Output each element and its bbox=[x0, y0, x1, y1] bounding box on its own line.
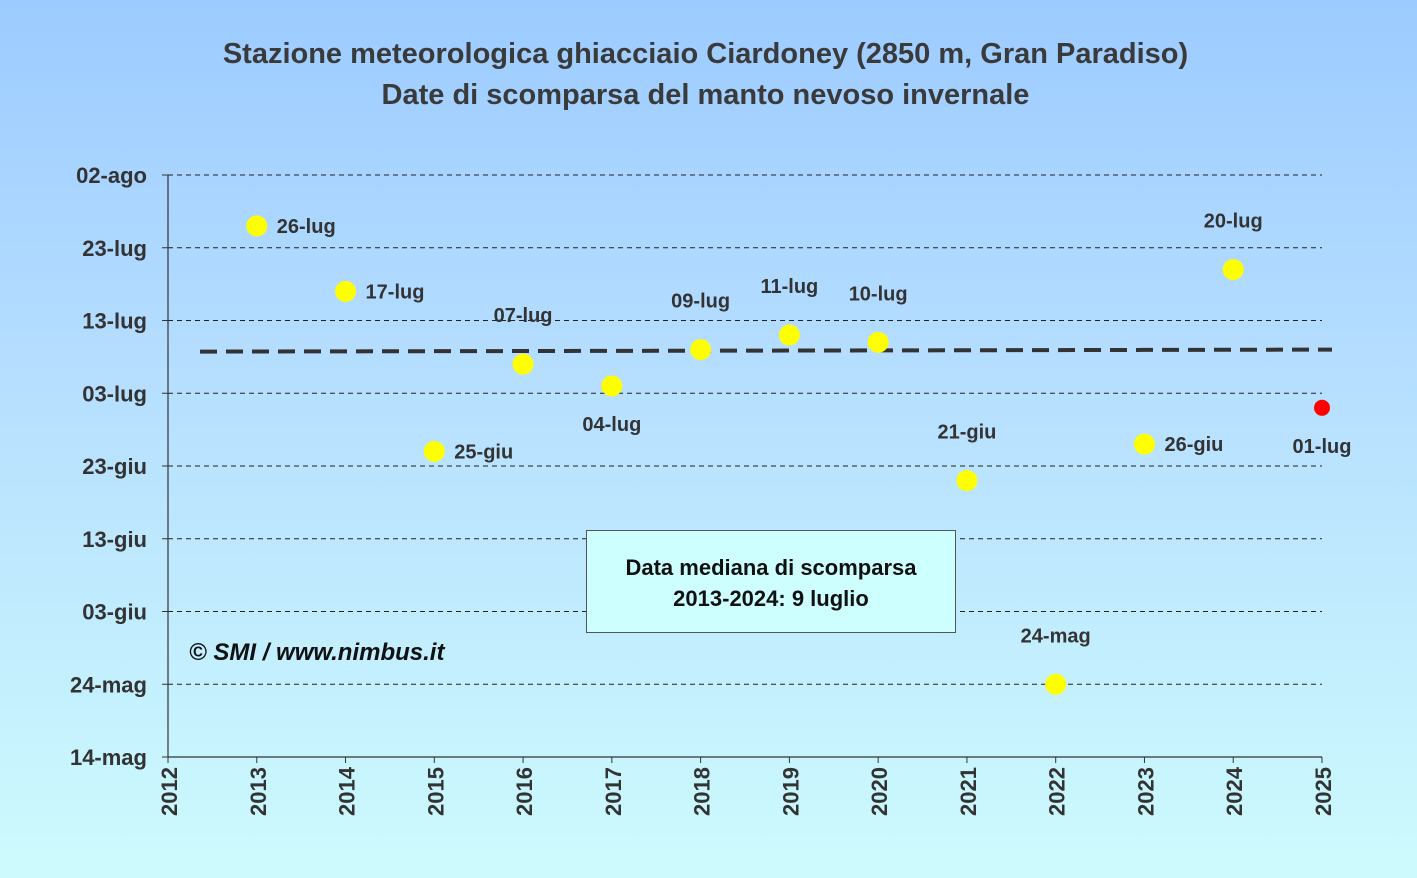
x-tick-label-2023: 2023 bbox=[1133, 767, 1158, 816]
data-label-2015: 25-giu bbox=[454, 441, 513, 463]
x-tick-label-2021: 2021 bbox=[956, 767, 981, 816]
y-tick-label-13-giu: 13-giu bbox=[82, 527, 147, 552]
x-tick-label-2017: 2017 bbox=[601, 767, 626, 816]
data-point-2019 bbox=[778, 324, 800, 346]
x-tick-label-2012: 2012 bbox=[157, 767, 182, 816]
median-annotation-box: Data mediana di scomparsa 2013-2024: 9 l… bbox=[586, 530, 956, 633]
data-label-2020: 10-lug bbox=[849, 283, 908, 305]
data-point-2017 bbox=[601, 375, 623, 397]
data-point-2020 bbox=[867, 331, 889, 353]
data-point-2022 bbox=[1045, 673, 1067, 695]
y-tick-label-23-lug: 23-lug bbox=[82, 236, 147, 261]
x-tick-label-2015: 2015 bbox=[423, 767, 448, 816]
data-label-2022: 24-mag bbox=[1021, 625, 1091, 647]
data-label-2018: 09-lug bbox=[671, 291, 730, 313]
y-tick-label-23-giu: 23-giu bbox=[82, 454, 147, 479]
data-label-2023: 26-giu bbox=[1164, 434, 1223, 456]
x-tick-label-2013: 2013 bbox=[246, 767, 271, 816]
y-tick-label-03-lug: 03-lug bbox=[82, 381, 147, 406]
data-point-2013 bbox=[246, 215, 268, 237]
data-label-2016: 07-lug bbox=[494, 305, 553, 327]
data-point-2023 bbox=[1133, 433, 1155, 455]
data-point-2024 bbox=[1222, 259, 1244, 281]
x-tick-label-2025: 2025 bbox=[1311, 767, 1336, 816]
data-labels: 26-lug 17-lug 25-giu 07-lug 04-lug 09-lug 11-l… bbox=[277, 211, 1352, 648]
x-tick-label-2019: 2019 bbox=[778, 767, 803, 816]
data-point-2015 bbox=[423, 440, 445, 462]
x-tick-label-2014: 2014 bbox=[335, 766, 360, 816]
data-label-2021: 21-giu bbox=[937, 422, 996, 444]
median-line-group bbox=[199, 347, 1333, 354]
median-annotation-line-2: 2013-2024: 9 luglio bbox=[673, 586, 869, 611]
data-point-2018 bbox=[690, 339, 712, 361]
chart-title: Stazione meteorologica ghiacciaio Ciardo… bbox=[222, 38, 1189, 70]
data-label-2025: 01-lug bbox=[1293, 436, 1352, 458]
x-tick-label-2024: 2024 bbox=[1222, 766, 1247, 816]
y-tick-label-14-mag: 14-mag bbox=[70, 745, 147, 770]
y-tick-label-13-lug: 13-lug bbox=[82, 309, 147, 334]
data-point-2014 bbox=[335, 280, 357, 302]
chart-subtitle: Date di scomparsa del manto nevoso inver… bbox=[381, 79, 1030, 111]
data-point-2025 bbox=[1314, 399, 1330, 416]
median-line bbox=[199, 347, 1333, 354]
data-label-2013: 26-lug bbox=[277, 216, 336, 238]
y-tick-label-02-ago: 02-ago bbox=[76, 163, 147, 188]
median-annotation-line-1: Data mediana di scomparsa bbox=[625, 555, 917, 580]
y-tick-label-24-mag: 24-mag bbox=[70, 672, 147, 697]
y-tick-label-03-giu: 03-giu bbox=[82, 600, 147, 625]
data-label-2014: 17-lug bbox=[366, 281, 425, 303]
data-point-2021 bbox=[956, 470, 978, 492]
data-points bbox=[246, 215, 1330, 695]
data-label-2019: 11-lug bbox=[760, 276, 818, 298]
copyright-credit: © SMI / www.nimbus.it bbox=[189, 639, 445, 666]
data-point-2016 bbox=[512, 353, 534, 375]
x-tick-label-2018: 2018 bbox=[690, 767, 715, 816]
x-tick-label-2020: 2020 bbox=[867, 767, 892, 816]
x-tick-label-2022: 2022 bbox=[1045, 767, 1070, 816]
axes: 02-ago 23-lug 13-lug 03-lug 23-giu 13-giu 03-g… bbox=[70, 163, 1336, 816]
x-tick-label-2016: 2016 bbox=[512, 767, 537, 816]
data-label-2024: 20-lug bbox=[1204, 211, 1263, 233]
data-label-2017: 04-lug bbox=[582, 414, 641, 436]
